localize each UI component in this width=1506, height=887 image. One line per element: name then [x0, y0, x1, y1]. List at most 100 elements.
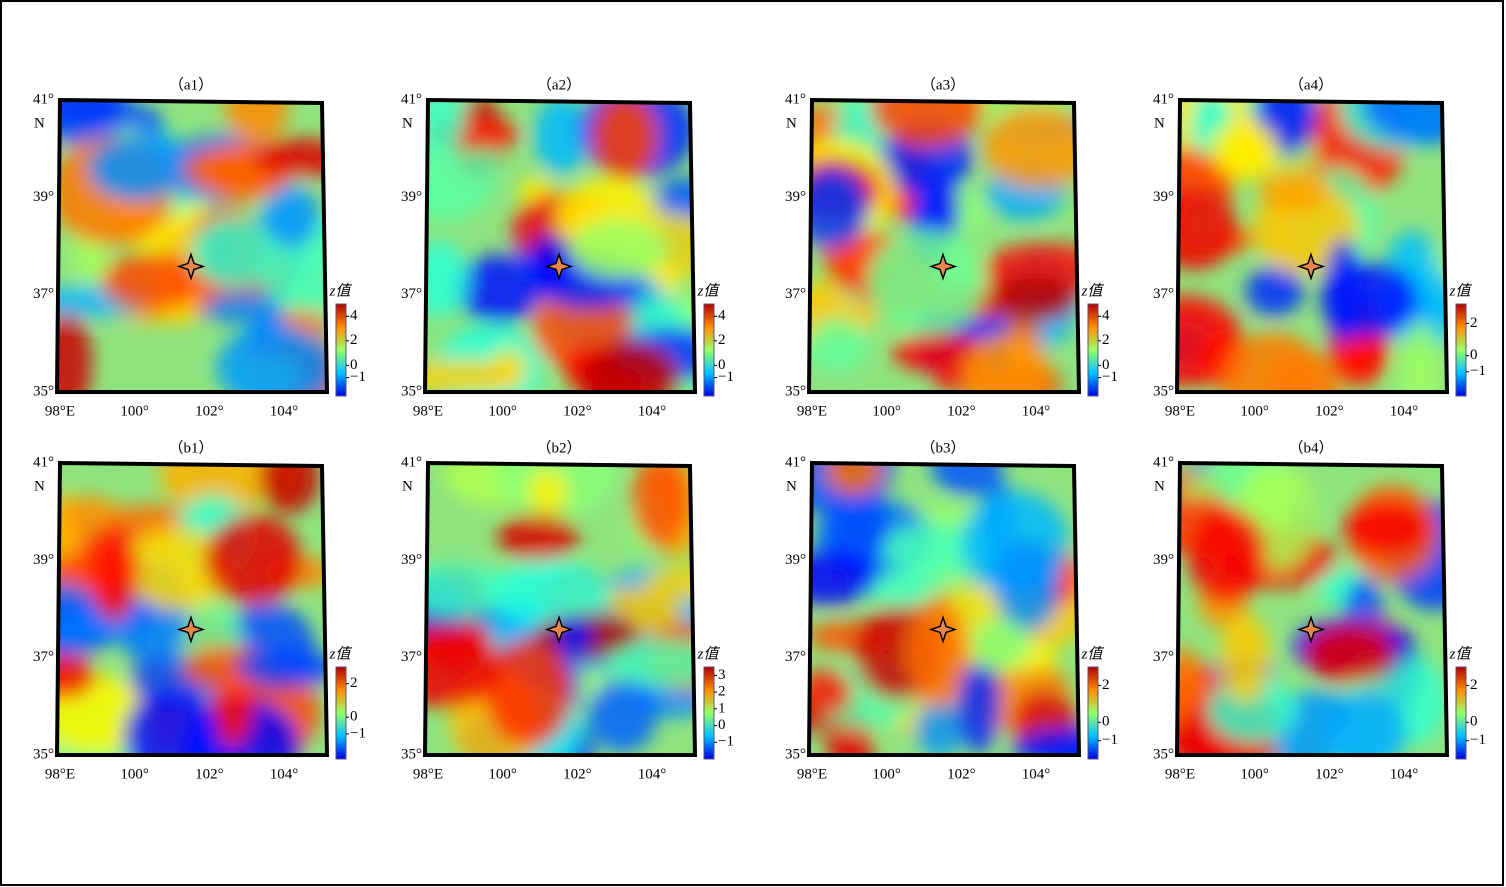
heatmap-blob — [528, 469, 569, 515]
epicenter-star — [176, 252, 206, 281]
heatmap — [809, 100, 1079, 392]
heatmap-blob — [57, 654, 97, 700]
colorbar-tick-label: 3 — [718, 667, 726, 683]
heatmap-blob — [1187, 507, 1267, 605]
lat-unit: N — [1154, 115, 1165, 131]
lon-label: 100° — [488, 403, 517, 419]
lat-label: 35° — [33, 746, 54, 762]
lon-label: 102° — [947, 766, 976, 782]
lon-label: 102° — [947, 403, 976, 419]
map-panel: （a1） 41° 39° 37° 35° N 98°E 100° 102° 104° z值 4 2 0−1 — [33, 76, 366, 419]
map-panel: （b3） 41° 39° 37° 35° N 98°E 100° 102° 104° z值 2 0 −1 — [785, 439, 1118, 782]
map-panel: （b4） 41° 39° 37° 35° N 98°E 100° 102° 104° z值 2 0 −1 — [1153, 439, 1486, 782]
lat-label: 37° — [401, 649, 422, 665]
colorbar-tick-label: 2 — [1102, 332, 1110, 348]
colorbar-tick-label: 0 — [1470, 347, 1478, 363]
heatmap — [57, 463, 327, 755]
lon-label: 100° — [120, 766, 149, 782]
lat-label: 39° — [33, 552, 54, 568]
heatmap-blob — [190, 217, 277, 288]
heatmap-blob — [870, 100, 984, 148]
heatmap-blob — [203, 292, 285, 325]
heatmap-blob — [497, 513, 579, 561]
heatmap-blob — [809, 669, 853, 714]
lat-label: 37° — [1153, 286, 1174, 302]
lon-label: 104° — [638, 403, 667, 419]
lat-label: 39° — [401, 552, 422, 568]
epicenter-star — [544, 615, 574, 644]
lat-label: 37° — [33, 286, 54, 302]
map-panel: （b2） 41° 39° 37° 35° N 98°E 100° 102° 104° z值 3210−… — [401, 439, 734, 782]
heatmap-blob — [204, 514, 303, 605]
heatmap-blob — [587, 678, 658, 753]
colorbar-tick-label: 2 — [1470, 677, 1478, 693]
colorbar — [703, 303, 715, 397]
heatmap-blob — [495, 463, 618, 519]
colorbar-tick-label: −1 — [1102, 732, 1118, 748]
colorbar-tick-label: 2 — [350, 675, 358, 691]
lat-label: 41° — [785, 91, 806, 107]
heatmap-blob — [425, 100, 465, 154]
lat-label: 41° — [33, 91, 54, 107]
heatmap-blob — [990, 274, 1078, 323]
heatmap-blob — [101, 253, 204, 310]
heatmap-blob — [484, 638, 572, 748]
map-frame — [54, 97, 330, 394]
lat-unit: N — [34, 478, 45, 494]
heatmap-field — [809, 100, 1079, 392]
panel-label: （a3） — [921, 76, 965, 93]
lat-label: 37° — [785, 649, 806, 665]
lon-label: 100° — [872, 403, 901, 419]
heatmap-blob — [488, 560, 612, 626]
lat-label: 35° — [785, 746, 806, 762]
map-panel: （a4） 41° 39° 37° 35° N 98°E 100° 102° 104° z值 2 0−1 — [1153, 76, 1486, 419]
colorbar-tick-label: −1 — [350, 369, 366, 385]
lon-label: 104° — [270, 403, 299, 419]
colorbar-tick-label: −1 — [350, 725, 366, 741]
colorbar-tick-label: 0 — [350, 709, 358, 725]
heatmap-blob — [1325, 690, 1407, 755]
lat-unit: N — [402, 478, 413, 494]
lat-label: 41° — [1153, 91, 1174, 107]
colorbar — [703, 666, 715, 760]
epicenter-star — [176, 615, 206, 644]
heatmap-blob — [809, 549, 878, 605]
heatmap-blob — [555, 616, 593, 657]
colorbar-tick-label: 0 — [1102, 357, 1110, 373]
lon-label: 98°E — [45, 766, 75, 782]
heatmap-blob — [259, 463, 320, 514]
map-panel: （b1） 41° 39° 37° 35° N 98°E 100° 102° 104° z值 2 0−1 — [33, 439, 366, 782]
heatmap-blob — [643, 566, 695, 600]
colorbar-tick-label: −1 — [1102, 369, 1118, 385]
panel-label: （a2） — [537, 76, 581, 93]
heatmap-blob — [125, 527, 231, 611]
heatmap-blob — [825, 463, 883, 496]
lat-label: 35° — [33, 383, 54, 399]
map-frame — [1174, 97, 1450, 394]
lat-unit: N — [34, 115, 45, 131]
heatmap-blob — [963, 334, 1051, 392]
colorbar-title: z值 — [697, 282, 721, 299]
heatmap-blob — [225, 100, 289, 145]
heatmap-blob — [579, 341, 680, 392]
colorbar-tick-label: 0 — [1470, 714, 1478, 730]
heatmap-blob — [1012, 727, 1079, 755]
lat-label: 35° — [401, 383, 422, 399]
heatmap-blob — [1209, 120, 1279, 177]
epicenter-star — [1296, 252, 1326, 281]
map-frame — [1174, 460, 1450, 757]
map-panel: （a3） 41° 39° 37° 35° N 98°E 100° 102° 104° z值 4 2 0−1 — [785, 76, 1118, 419]
heatmap-blob — [1207, 677, 1297, 743]
colorbar-title: z值 — [1081, 645, 1105, 662]
heatmap-blob — [89, 522, 139, 622]
panel-label: （a1） — [169, 76, 213, 93]
heatmap-blob — [159, 463, 277, 513]
lat-label: 39° — [785, 189, 806, 205]
lat-label: 39° — [1153, 552, 1174, 568]
colorbar-tick-label: 4 — [1102, 308, 1110, 324]
lat-label: 41° — [401, 91, 422, 107]
colorbar — [335, 303, 347, 397]
heatmap-blob — [907, 597, 968, 706]
panel-label: （a4） — [1289, 76, 1333, 93]
